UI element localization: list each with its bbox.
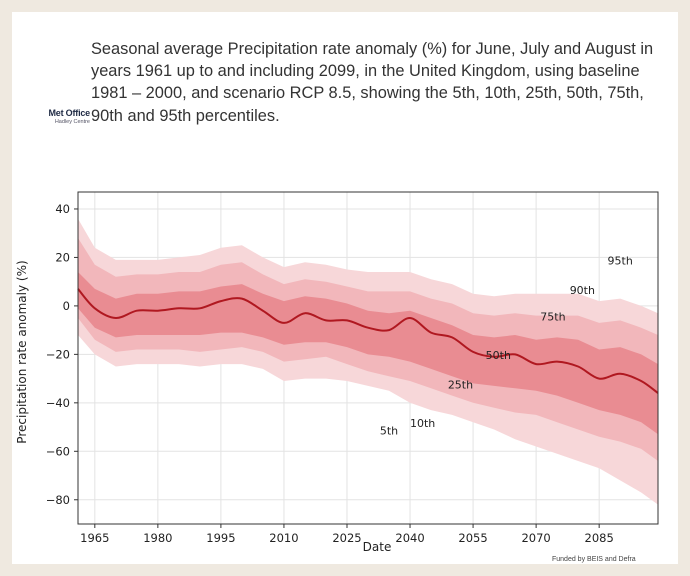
chart-card: Met Office Hadley Centre Seasonal averag… xyxy=(12,12,678,564)
chart-title: Seasonal average Precipitation rate anom… xyxy=(91,40,654,125)
x-tick-label: 1980 xyxy=(143,531,172,545)
x-tick-label: 2070 xyxy=(521,531,550,545)
percentile-label: 95th xyxy=(608,255,633,268)
percentile-label: 75th xyxy=(540,310,565,323)
x-tick-label: 2085 xyxy=(585,531,614,545)
x-tick-label: 2055 xyxy=(458,531,487,545)
band-25th-75th xyxy=(78,272,658,435)
y-tick-labels: 40 20 0 −20 −40 −60 −80 xyxy=(46,202,78,507)
x-tick-label: 2040 xyxy=(395,531,424,545)
y-tick-label: 0 xyxy=(63,299,70,313)
met-office-logo: Met Office Hadley Centre xyxy=(20,108,90,125)
y-tick-label: −60 xyxy=(46,444,70,458)
percentile-label: 5th xyxy=(380,424,398,437)
x-tick-label: 2010 xyxy=(269,531,298,545)
percentile-bands xyxy=(78,218,658,505)
y-axis-label: Precipitation rate anomaly (%) xyxy=(15,260,29,443)
logo-main-text: Met Office xyxy=(48,108,90,118)
plot-border xyxy=(77,191,659,525)
y-tick-label: 40 xyxy=(55,202,70,216)
median-line xyxy=(77,288,659,394)
percentile-label: 10th xyxy=(410,417,435,430)
percentile-label: 50th xyxy=(486,349,511,362)
y-tick-label: −80 xyxy=(46,493,70,507)
x-tick-label: 1965 xyxy=(80,531,109,545)
y-tick-label: 20 xyxy=(55,250,70,264)
median-line-group xyxy=(77,288,659,394)
percentile-label: 90th xyxy=(570,284,595,297)
percentile-labels: 95th 90th 75th 50th 25th 10th 5th xyxy=(380,255,633,438)
x-tick-labels: 1965 1980 1995 2010 2025 2040 2055 2070 2085 xyxy=(80,524,614,545)
funded-by-text: Funded by BEIS and Defra xyxy=(552,556,636,563)
logo-sub-text: Hadley Centre xyxy=(54,119,90,125)
plot-frame xyxy=(77,191,659,525)
x-axis-label: Date xyxy=(363,540,392,554)
x-tick-label: 2025 xyxy=(332,531,361,545)
percentile-label: 25th xyxy=(448,378,473,391)
chart-canvas: 1965 1980 1995 2010 2025 2040 2055 2070 2085 40 2… xyxy=(15,191,659,554)
y-tick-label: −40 xyxy=(46,396,70,410)
y-tick-label: −20 xyxy=(46,347,70,361)
x-tick-label: 1995 xyxy=(206,531,235,545)
